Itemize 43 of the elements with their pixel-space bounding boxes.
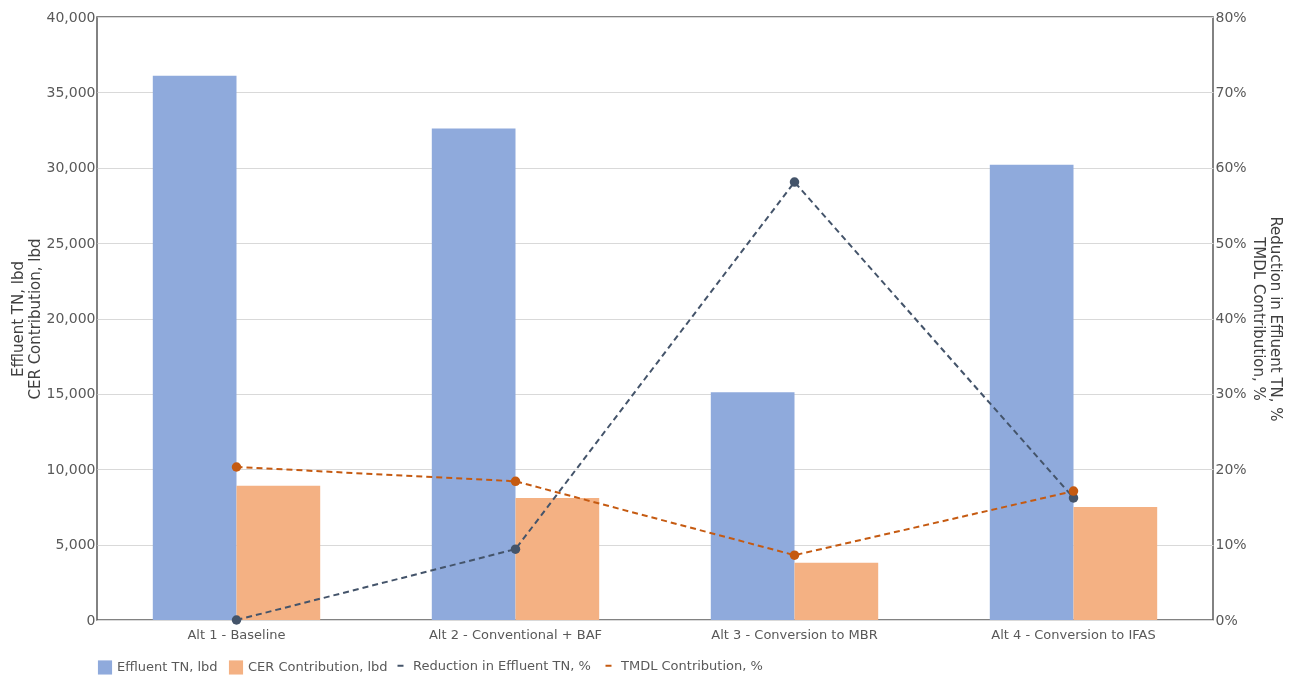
legend-label: TMDL Contribution, % (620, 657, 763, 673)
x-tick-label: Alt 4 - Conversion to IFAS (991, 626, 1156, 642)
bar (236, 485, 321, 620)
y2-tick-label: 0% (1215, 611, 1238, 628)
y2-tick-label: 30% (1215, 385, 1247, 402)
bar (1073, 506, 1158, 620)
bar (515, 497, 600, 620)
y-tick-label: 40,000 (46, 8, 96, 25)
bar (152, 75, 237, 620)
y2-tick-label: 20% (1215, 460, 1247, 477)
y2-tick-label: 60% (1215, 159, 1247, 176)
y-tick-label: 25,000 (46, 234, 96, 251)
bar (794, 562, 879, 620)
bar (989, 164, 1074, 620)
y-tick-label: 10,000 (46, 460, 96, 477)
x-tick-label: Alt 1 - Baseline (187, 626, 286, 642)
legend-label: CER Contribution, lbd (248, 659, 388, 675)
y-tick-label: 5,000 (55, 536, 96, 553)
point (510, 544, 521, 554)
x-tick-label: Alt 2 - Conventional + BAF (428, 626, 603, 642)
point (1068, 486, 1079, 496)
point (789, 550, 800, 560)
point (231, 462, 242, 472)
bar (431, 128, 516, 620)
legend-label: Effluent TN, lbd (117, 659, 218, 675)
y-tick-label: 30,000 (46, 159, 96, 176)
x-tick-label: Alt 3 - Conversion to MBR (711, 626, 878, 642)
bar (710, 392, 795, 620)
y2-tick-label: 80% (1215, 8, 1247, 25)
y2-tick-label: 40% (1215, 310, 1247, 326)
legend-label: Reduction in Effluent TN, % (413, 657, 591, 673)
y-axis-title: Effluent TN, lbd CER Contribution, lbd (8, 238, 44, 400)
point (789, 177, 800, 187)
y2-axis-title: Reduction in Effluent TN, % TMDL Contribution, % (1249, 216, 1285, 422)
y2-tick-label: 10% (1215, 536, 1247, 553)
y-tick-label: 0 (86, 611, 96, 628)
y-tick-label: 20,000 (46, 310, 96, 326)
y2-tick-label: 50% (1215, 234, 1247, 251)
y-tick-label: 35,000 (46, 83, 96, 100)
point (231, 615, 242, 625)
y2-tick-label: 70% (1215, 83, 1247, 100)
y-tick-label: 15,000 (46, 385, 96, 402)
point (510, 476, 521, 487)
